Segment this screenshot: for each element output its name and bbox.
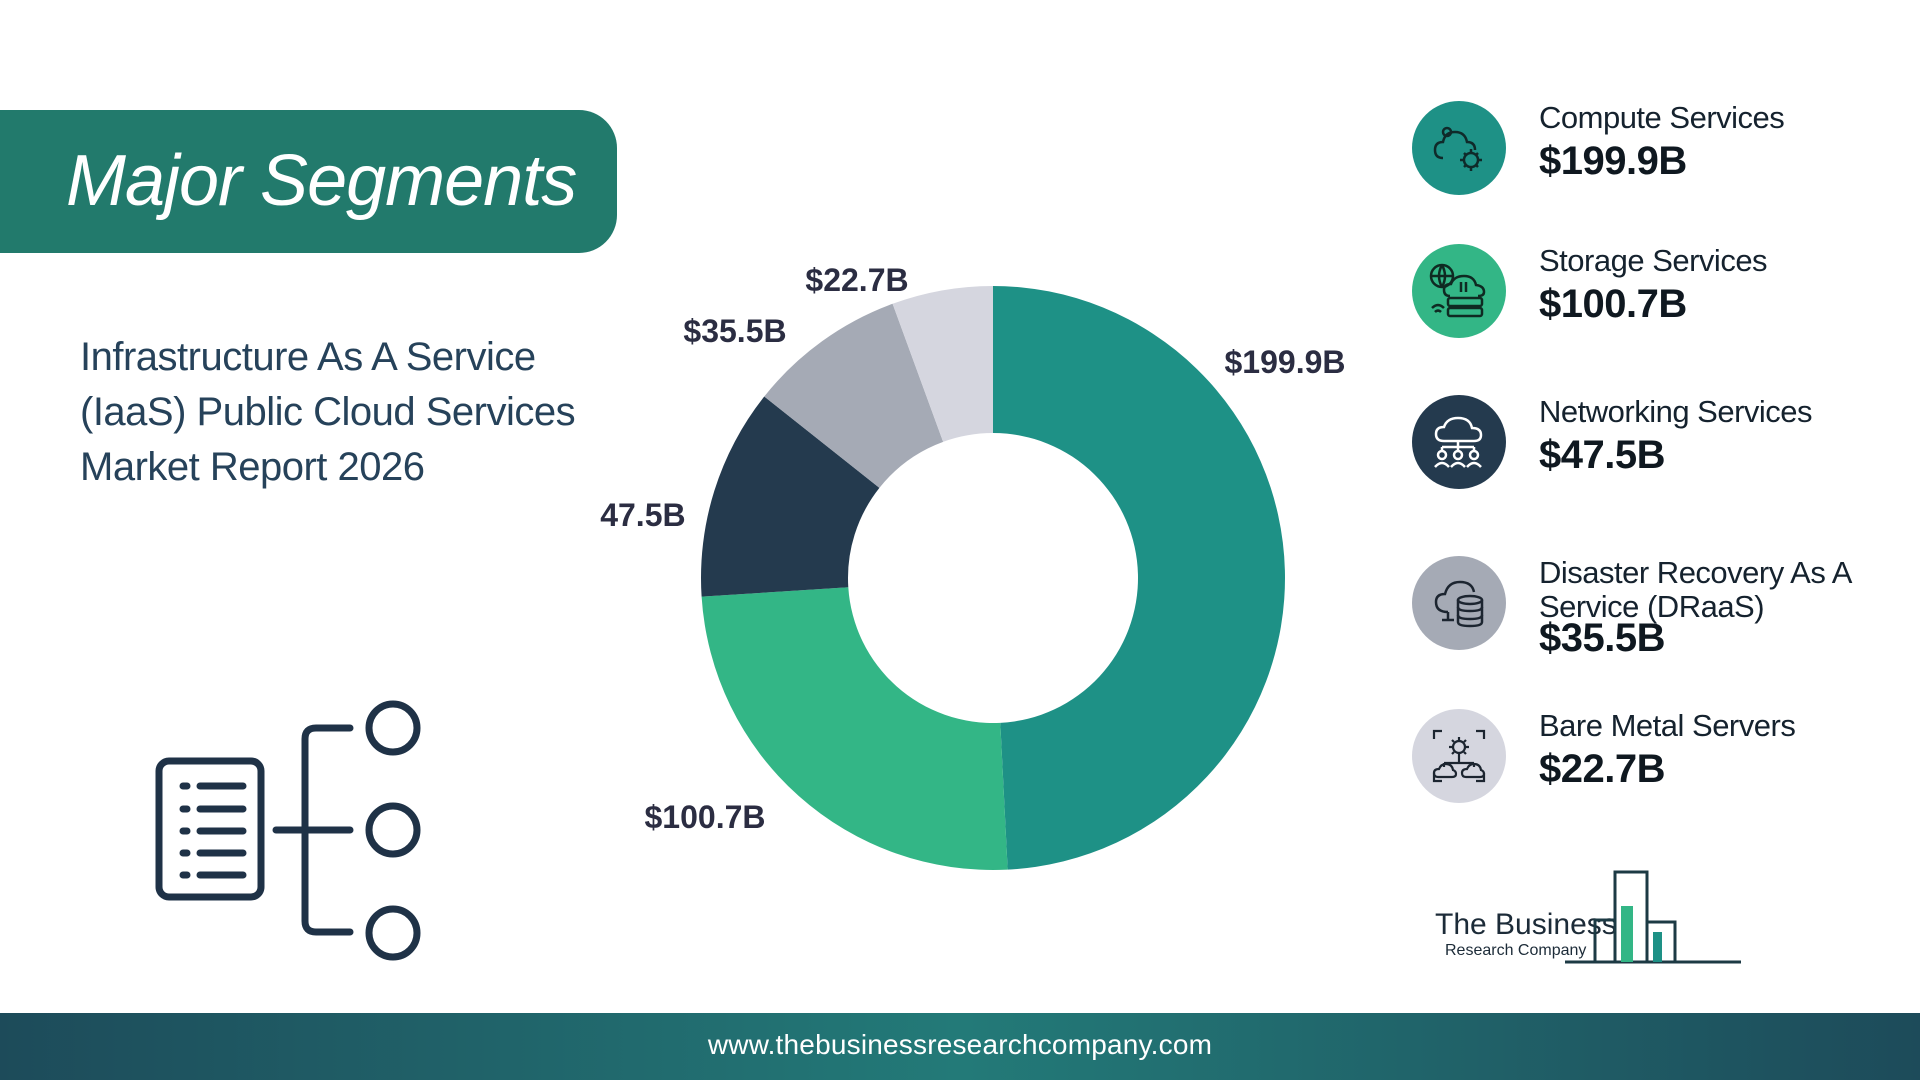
logo-bars-icon bbox=[1565, 870, 1741, 964]
legend-value: $100.7B bbox=[1539, 282, 1687, 326]
legend-label: Networking Services bbox=[1539, 394, 1813, 429]
donut-slice-compute bbox=[993, 286, 1285, 870]
data-label-storage: $100.7B bbox=[645, 799, 766, 835]
logo-text-sub: Research Company bbox=[1445, 942, 1587, 959]
legend-item-compute: Compute Services $199.9B bbox=[1412, 101, 1912, 221]
report-title: Infrastructure As A Service (IaaS) Publi… bbox=[80, 335, 576, 489]
footer-website-link[interactable]: www.thebusinessresearchcompany.com bbox=[707, 1029, 1213, 1060]
footer-bar: www.thebusinessresearchcompany.com bbox=[0, 1013, 1920, 1080]
cloud-network-icon bbox=[1434, 416, 1483, 468]
segments-icon bbox=[155, 700, 421, 961]
cloud-storage-icon bbox=[1429, 263, 1486, 318]
logo-text-main: The Business bbox=[1435, 908, 1617, 941]
legend-icon-storage bbox=[1412, 244, 1506, 338]
legend-label: Compute Services bbox=[1539, 100, 1785, 135]
legend-icon-draas bbox=[1412, 556, 1506, 650]
legend-value: $47.5B bbox=[1539, 433, 1665, 477]
page-title: Major Segments bbox=[66, 141, 577, 221]
data-label-networking: $47.5B bbox=[600, 497, 686, 533]
donut-chart: $199.9B $100.7B $47.5B $35.5B $22.7B bbox=[600, 262, 1346, 871]
data-label-draas: $35.5B bbox=[683, 313, 786, 349]
donut-slice-draas bbox=[764, 303, 944, 488]
legend-icon-networking bbox=[1412, 395, 1506, 489]
legend-item-storage: Storage Services $100.7B bbox=[1412, 244, 1912, 364]
legend-item-bare-metal: Bare Metal Servers $22.7B bbox=[1412, 709, 1912, 829]
legend-label: Bare Metal Servers bbox=[1539, 708, 1796, 743]
server-cloud-icon bbox=[1432, 729, 1486, 783]
data-label-compute: $199.9B bbox=[1225, 344, 1346, 380]
donut-slice-networking bbox=[701, 396, 880, 597]
legend-label: Disaster Recovery As A Service (DRaaS) bbox=[1539, 555, 1851, 624]
donut-slice-bare-metal bbox=[892, 286, 993, 442]
legend-value: $22.7B bbox=[1539, 747, 1665, 791]
data-label-bare-metal: $22.7B bbox=[805, 262, 908, 298]
title-banner: Major Segments bbox=[0, 110, 617, 253]
legend-item-draas: Disaster Recovery As A Service (DRaaS) $… bbox=[1412, 556, 1912, 676]
cloud-gear-icon bbox=[1433, 126, 1482, 171]
legend-label: Storage Services bbox=[1539, 243, 1768, 278]
legend-item-networking: Networking Services $47.5B bbox=[1412, 395, 1912, 515]
cloud-database-icon bbox=[1434, 580, 1484, 628]
legend-value: $35.5B bbox=[1539, 616, 1665, 660]
legend-icon-bare-metal bbox=[1412, 709, 1506, 803]
donut-slice-storage bbox=[701, 587, 1008, 871]
legend-icon-compute bbox=[1412, 101, 1506, 195]
legend-value: $199.9B bbox=[1539, 139, 1687, 183]
company-logo: The Business Research Company bbox=[1435, 870, 1755, 970]
